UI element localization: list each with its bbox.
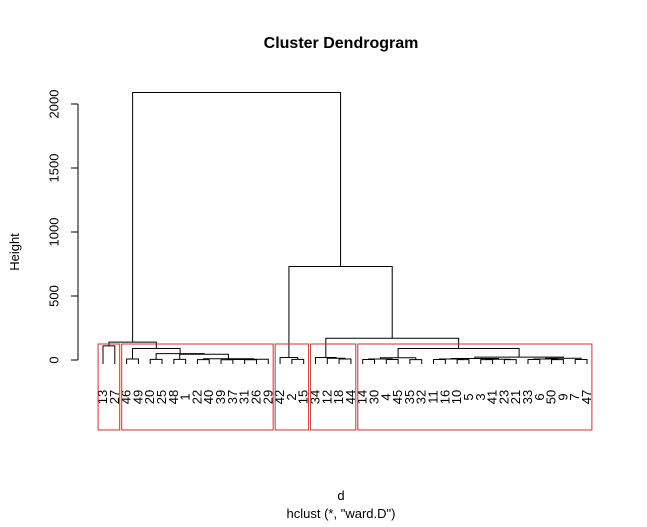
dendrogram-link bbox=[503, 359, 517, 364]
y-tick-label: 0 bbox=[46, 356, 61, 363]
leaf-label: 6 bbox=[532, 393, 547, 400]
leaf-label: 29 bbox=[260, 390, 275, 404]
dendrogram-link bbox=[291, 358, 305, 364]
dendrogram-link bbox=[385, 358, 399, 364]
cluster-rectangles bbox=[97, 343, 593, 431]
dendrogram-link bbox=[574, 358, 588, 364]
dendrogram-link bbox=[220, 359, 234, 364]
y-tick-label: 1000 bbox=[46, 218, 61, 247]
leaf-label: 44 bbox=[343, 390, 358, 404]
dendrogram-link bbox=[397, 347, 520, 358]
leaf-label: 34 bbox=[307, 390, 322, 404]
leaf-label: 14 bbox=[355, 390, 370, 404]
leaf-label: 5 bbox=[461, 393, 476, 400]
cluster-rectangle bbox=[121, 343, 274, 431]
leaf-label: 2 bbox=[284, 393, 299, 400]
dendrogram-link bbox=[173, 358, 187, 364]
leaf-label: 41 bbox=[485, 390, 500, 404]
cluster-rectangle bbox=[310, 343, 357, 431]
leaf-label: 4 bbox=[378, 393, 393, 400]
leaf-label: 35 bbox=[402, 390, 417, 404]
leaf-labels: 1327464920254812240393731262942215341218… bbox=[95, 390, 594, 404]
dendrogram-link bbox=[244, 359, 257, 364]
leaf-label: 49 bbox=[130, 390, 145, 404]
leaf-label: 46 bbox=[119, 390, 134, 404]
leaf-label: 39 bbox=[213, 390, 228, 404]
dendrogram-link bbox=[126, 358, 139, 364]
y-axis: 0 500 1000 1500 2000 bbox=[46, 90, 79, 364]
method-sublabel: hclust (*, "ward.D") bbox=[287, 506, 396, 521]
x-axis-label: d bbox=[337, 488, 344, 503]
leaf-label: 27 bbox=[107, 390, 122, 404]
leaf-label: 10 bbox=[449, 390, 464, 404]
cluster-rectangle bbox=[357, 343, 593, 431]
leaf-label: 21 bbox=[508, 390, 523, 404]
cluster-rectangle bbox=[274, 343, 310, 431]
dendrogram-link bbox=[279, 356, 299, 364]
leaf-label: 31 bbox=[237, 390, 252, 404]
leaf-label: 48 bbox=[166, 390, 181, 404]
y-tick-label: 2000 bbox=[46, 90, 61, 119]
dendrogram-link bbox=[409, 359, 423, 364]
dendrogram-link bbox=[108, 341, 157, 349]
leaf-label: 32 bbox=[414, 390, 429, 404]
leaf-label: 1 bbox=[178, 393, 193, 400]
dendrogram-link bbox=[149, 358, 163, 364]
leaf-label: 22 bbox=[189, 390, 204, 404]
dendrogram-link bbox=[196, 359, 210, 364]
y-tick-label: 1500 bbox=[46, 154, 61, 183]
leaf-label: 37 bbox=[225, 390, 240, 404]
dendrogram-link bbox=[433, 358, 446, 364]
dendrogram-link bbox=[456, 359, 470, 364]
dendrogram-link bbox=[338, 358, 352, 364]
leaf-label: 7 bbox=[567, 393, 582, 400]
dendrogram-link bbox=[132, 91, 342, 343]
y-axis-label: Height bbox=[7, 233, 22, 271]
leaf-label: 23 bbox=[496, 390, 511, 404]
leaf-label: 45 bbox=[390, 390, 405, 404]
leaf-label: 13 bbox=[95, 390, 110, 404]
leaf-label: 9 bbox=[555, 393, 570, 400]
dendrogram-link bbox=[551, 359, 564, 364]
leaf-label: 3 bbox=[473, 393, 488, 400]
leaf-label: 20 bbox=[142, 390, 157, 404]
y-tick-label: 500 bbox=[46, 285, 61, 307]
dendrogram-link bbox=[480, 359, 494, 364]
dendrogram-link bbox=[527, 358, 541, 364]
leaf-label: 18 bbox=[331, 390, 346, 404]
leaf-label: 12 bbox=[319, 390, 334, 404]
leaf-label: 16 bbox=[437, 390, 452, 404]
dendrogram-link bbox=[368, 358, 393, 360]
dendrogram-link bbox=[362, 358, 376, 364]
leaf-label: 50 bbox=[544, 390, 559, 404]
leaf-label: 25 bbox=[154, 390, 169, 404]
leaf-label: 40 bbox=[201, 390, 216, 404]
leaf-label: 15 bbox=[296, 390, 311, 404]
leaf-label: 33 bbox=[520, 390, 535, 404]
leaf-label: 11 bbox=[426, 390, 441, 404]
chart-title: Cluster Dendrogram bbox=[264, 35, 419, 52]
leaf-label: 26 bbox=[248, 390, 263, 404]
leaf-label: 42 bbox=[272, 390, 287, 404]
dendrogram-links bbox=[102, 91, 588, 364]
leaf-label: 47 bbox=[579, 390, 594, 404]
leaf-label: 30 bbox=[367, 390, 382, 404]
dendrogram-link bbox=[102, 345, 116, 364]
dendrogram-link bbox=[325, 337, 460, 358]
cluster-rectangle bbox=[97, 343, 121, 431]
